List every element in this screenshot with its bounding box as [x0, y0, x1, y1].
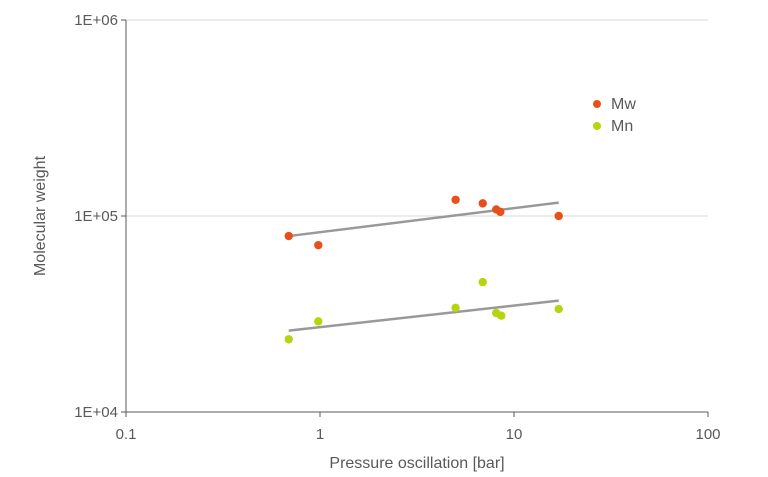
trendline-mw — [288, 201, 559, 238]
legend-marker-mw — [593, 100, 601, 108]
gridlines — [126, 19, 708, 217]
legend-marker-mn — [593, 122, 601, 130]
point-mn-5 — [497, 311, 506, 320]
point-mn-0 — [284, 335, 293, 344]
point-mn-1 — [314, 317, 323, 326]
trendline-mn — [288, 299, 559, 332]
point-mw-5 — [496, 207, 505, 217]
point-mn-2 — [451, 303, 460, 313]
y-axis-title: Molecular weight — [32, 155, 49, 276]
point-mw-3 — [478, 199, 487, 208]
legend-label-mn: Mn — [611, 118, 633, 135]
trendlines — [288, 201, 559, 332]
x-tick-label-3: 100 — [695, 426, 720, 443]
tick-labels: 1E+04 1E+05 1E+06 0.1 1 10 100 — [74, 12, 720, 443]
y-tick-label-1: 1E+05 — [74, 208, 118, 225]
legend-label-mw: Mw — [611, 96, 636, 113]
x-tick-label-1: 1 — [316, 426, 324, 443]
point-mn-6 — [554, 304, 563, 314]
point-mw-0 — [284, 231, 293, 241]
point-mw-2 — [451, 195, 460, 204]
point-mw-1 — [314, 240, 323, 250]
y-tick-label-0: 1E+04 — [74, 404, 118, 421]
x-tick-label-2: 10 — [506, 426, 523, 443]
data-points — [284, 195, 563, 344]
x-tick-label-0: 0.1 — [116, 426, 137, 443]
point-mw-6 — [554, 211, 563, 221]
legend: Mw Mn — [593, 96, 636, 135]
axes — [121, 19, 709, 417]
point-mn-3 — [478, 277, 487, 287]
x-axis-title: Pressure oscillation [bar] — [329, 455, 504, 472]
y-tick-label-2: 1E+06 — [74, 12, 118, 29]
